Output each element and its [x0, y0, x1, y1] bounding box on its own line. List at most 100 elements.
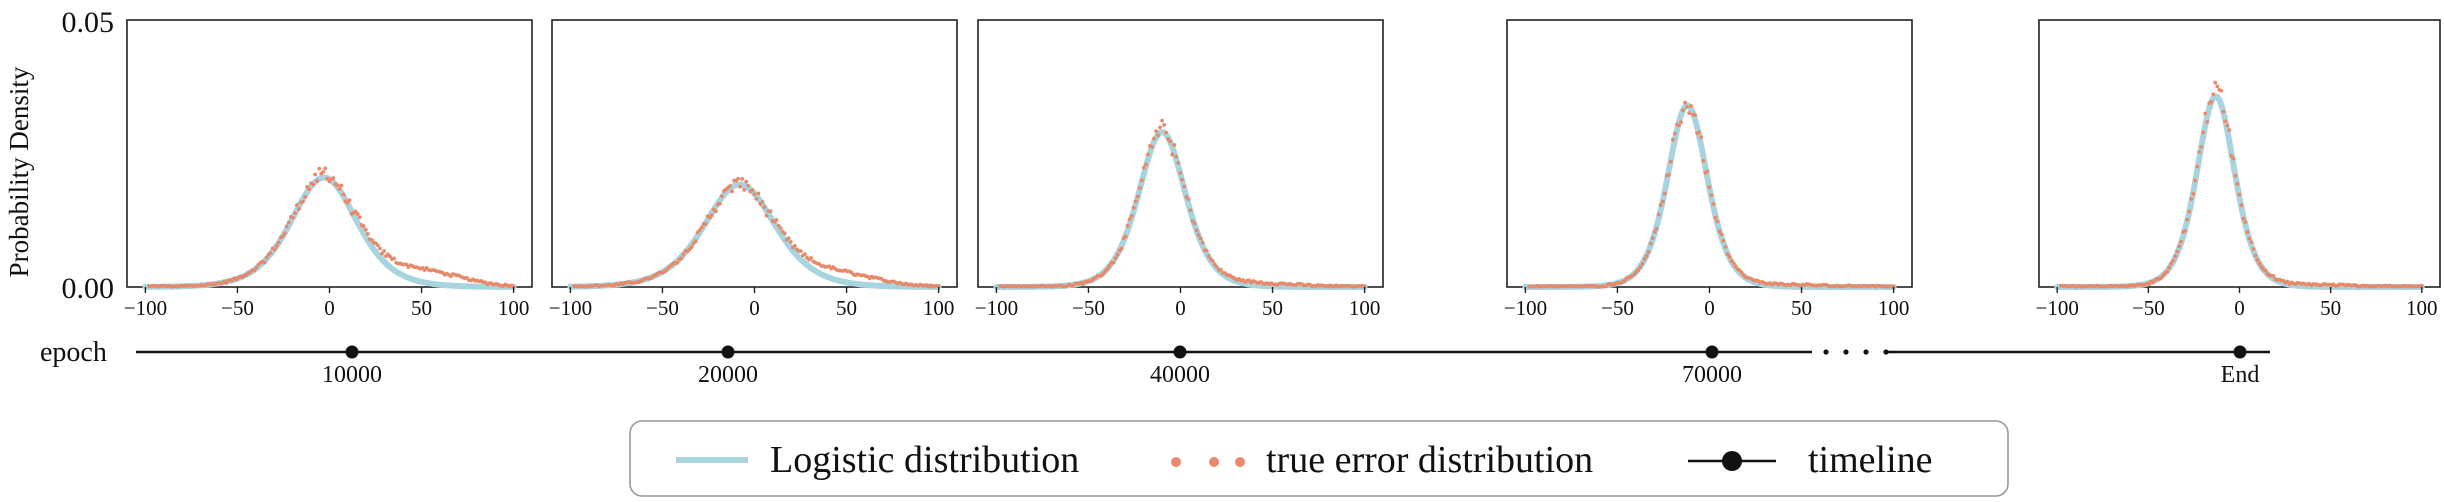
- x-tick-label: −50: [646, 296, 679, 320]
- true-error-point: [2195, 164, 2200, 169]
- panel-frame: [977, 19, 1384, 288]
- legend-dot: [1209, 457, 1219, 467]
- x-tick-label: −100: [124, 296, 167, 320]
- y-tick-label-bottom: 0.00: [62, 272, 115, 305]
- x-tick-label: −100: [1504, 296, 1547, 320]
- true-error-point: [317, 166, 322, 171]
- true-error-point: [1666, 172, 1671, 177]
- true-error-point: [323, 166, 328, 171]
- true-error-point: [1672, 131, 1677, 136]
- true-error-point: [2201, 130, 2206, 135]
- legend-true-error-label: true error distribution: [1266, 439, 1593, 481]
- true-error-point: [268, 251, 273, 255]
- true-error-point: [2253, 253, 2258, 258]
- true-error-point: [2187, 209, 2192, 214]
- true-error-point: [331, 176, 336, 180]
- true-error-point: [2229, 153, 2234, 158]
- true-error-point: [936, 284, 941, 289]
- true-error-point: [730, 189, 734, 194]
- true-error-point: [720, 194, 724, 199]
- true-error-point: [355, 212, 360, 216]
- true-error-point: [750, 188, 755, 193]
- true-error-point: [347, 198, 352, 203]
- true-error-point: [764, 213, 769, 218]
- true-error-point: [1689, 104, 1693, 108]
- true-error-point: [1129, 213, 1134, 218]
- true-error-point: [1705, 169, 1710, 174]
- true-error-point: [1127, 217, 1132, 222]
- true-error-point: [1119, 246, 1124, 251]
- true-error-point: [404, 262, 409, 267]
- true-error-point: [335, 183, 340, 188]
- ellipsis-dot: [1863, 349, 1869, 355]
- timeline-mark: 40000: [1150, 345, 1210, 388]
- x-tick-label: −50: [2132, 296, 2165, 320]
- legend-true-error-swatch: [1171, 457, 1245, 467]
- true-error-point: [1105, 267, 1110, 271]
- true-error-point: [286, 220, 291, 225]
- true-error-point: [341, 192, 346, 197]
- true-error-point: [2263, 268, 2268, 273]
- legend-logistic-label: Logistic distribution: [770, 439, 1079, 481]
- panel-frame: [551, 19, 958, 288]
- x-tick-label: 0: [1704, 296, 1715, 320]
- legend-timeline-label: timeline: [1808, 439, 1933, 481]
- legend-frame: [629, 420, 2009, 497]
- true-error-point: [1172, 143, 1177, 147]
- true-error-point: [744, 179, 749, 184]
- true-error-point: [2241, 216, 2246, 221]
- true-error-point: [2255, 257, 2260, 262]
- true-error-point: [1650, 236, 1655, 241]
- timeline-title: epoch: [40, 337, 107, 368]
- true-error-point: [2257, 261, 2262, 266]
- x-tick-label: −100: [975, 296, 1018, 320]
- true-error-point: [274, 243, 279, 248]
- x-tick-label: −50: [221, 296, 254, 320]
- x-tick-label: 50: [2320, 296, 2341, 320]
- true-error-point: [2193, 178, 2198, 183]
- true-error-point: [1174, 154, 1179, 159]
- legend-dot: [1235, 457, 1245, 467]
- true-error-point: [738, 184, 743, 189]
- true-error-point: [1192, 221, 1197, 226]
- true-error-point: [1204, 248, 1209, 253]
- density-panel: −100 −50 0 50 100: [549, 19, 958, 320]
- true-error-point: [1362, 284, 1367, 289]
- true-error-point: [311, 182, 316, 187]
- true-error-point: [1646, 249, 1651, 254]
- true-error-point: [2235, 181, 2240, 186]
- true-error-point: [1891, 284, 1896, 289]
- true-error-point: [388, 254, 392, 259]
- true-error-point: [301, 199, 305, 204]
- true-error-point: [740, 177, 745, 181]
- timeline-marks: 10000 20000 40000 70000 End: [322, 345, 2259, 388]
- true-error-point: [1660, 199, 1665, 204]
- true-error-point: [363, 227, 368, 232]
- true-error-point: [798, 249, 803, 254]
- true-error-points: [2058, 80, 2424, 289]
- x-tick-label: 50: [836, 296, 857, 320]
- true-error-point: [2251, 247, 2256, 251]
- x-tick-label: 50: [1791, 296, 1812, 320]
- panel-frame: [2038, 19, 2441, 288]
- true-error-point: [2215, 84, 2220, 89]
- true-error-point: [1123, 234, 1128, 239]
- x-tick-label: −100: [2036, 296, 2079, 320]
- true-error-point: [2171, 258, 2176, 263]
- true-error-point: [2243, 220, 2248, 224]
- true-error-point: [1178, 171, 1183, 175]
- true-error-point: [1725, 252, 1730, 256]
- true-error-point: [2197, 150, 2202, 154]
- true-error-point: [1180, 177, 1185, 182]
- true-error-point: [1677, 123, 1681, 128]
- true-error-point: [2227, 128, 2232, 133]
- true-error-point: [1115, 252, 1120, 257]
- x-tick-label: 0: [1175, 296, 1186, 320]
- true-error-point: [1125, 223, 1130, 228]
- true-error-point: [681, 252, 686, 257]
- true-error-point: [2209, 99, 2214, 104]
- legend-timeline-swatch-dot: [1722, 451, 1742, 471]
- true-error-point: [1111, 260, 1116, 265]
- true-error-point: [392, 256, 397, 261]
- true-error-point: [809, 256, 813, 260]
